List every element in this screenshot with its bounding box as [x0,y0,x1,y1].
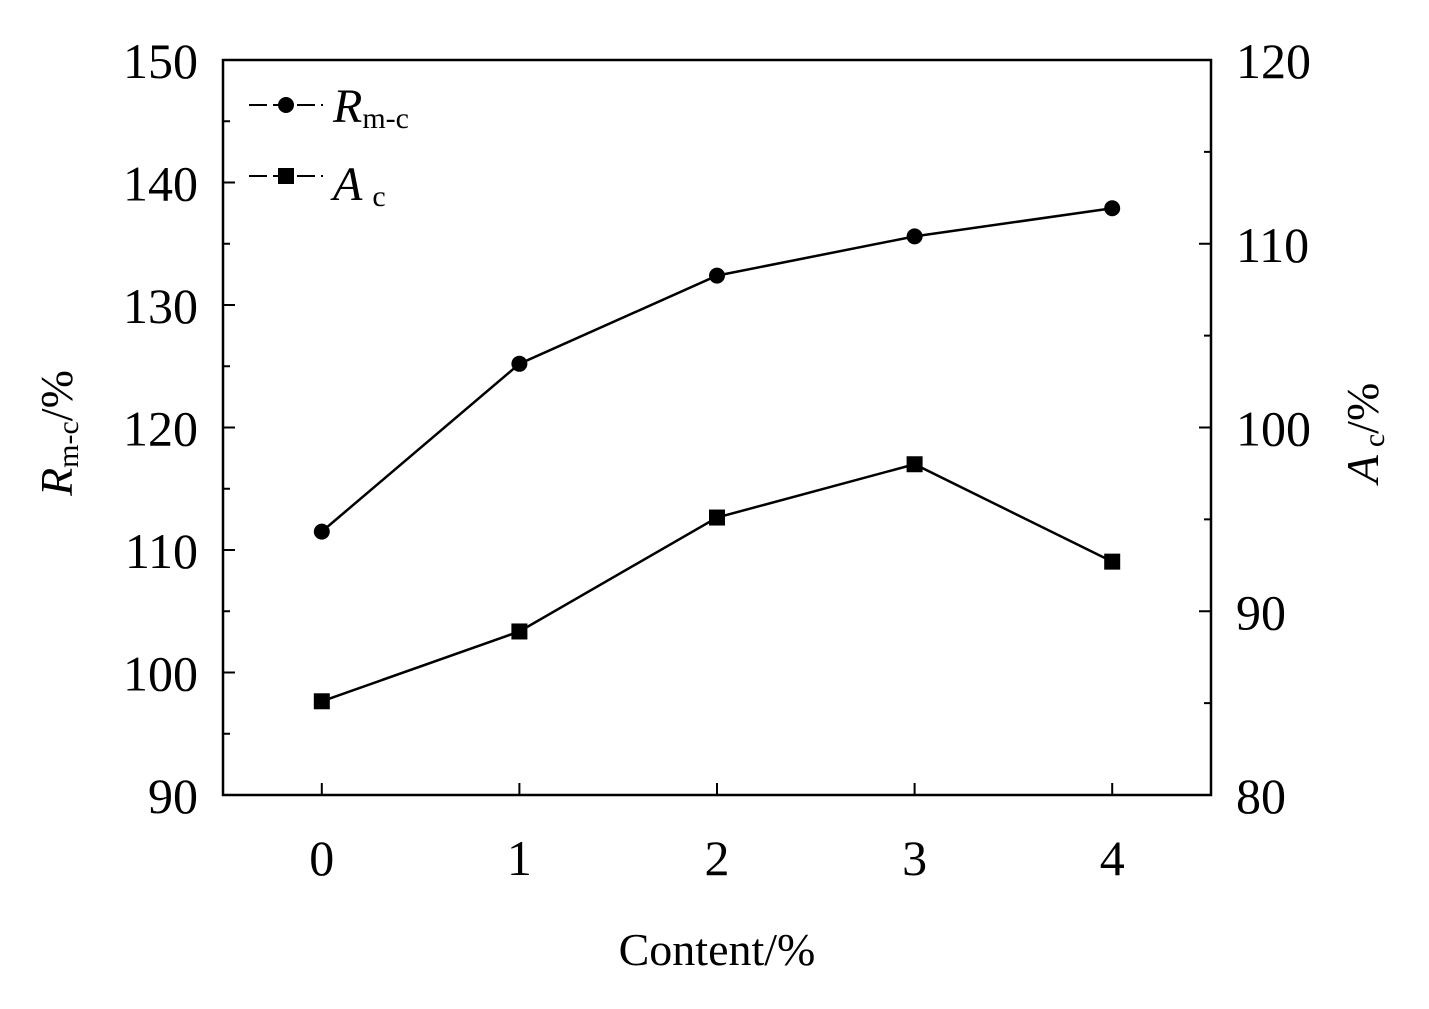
left-tick-label: 90 [148,768,198,824]
left-tick-label: 150 [123,33,198,89]
data-point-a [906,456,923,473]
x-tick-label: 2 [705,830,730,886]
right-axis-title-unit: /% [1337,383,1388,434]
legend-marker-square [278,168,294,184]
left-axis-title: Rm-c/% [31,370,85,497]
right-tick-label: 110 [1236,217,1309,273]
left-tick-label: 130 [123,278,198,334]
data-point-a [1104,553,1121,570]
x-tick-label: 3 [902,830,927,886]
legend-label-r-sub: m-c [362,102,409,135]
legend-label-r-main: R [332,80,362,133]
tick-labels: 0 1 2 3 4 90 100 110 120 130 140 150 80 90 100 110 120 [123,33,1311,886]
series-markers [313,200,1121,710]
x-tick-label: 0 [309,830,334,886]
legend-entry-r: Rm-c [249,80,409,135]
right-tick-label: 80 [1236,768,1286,824]
legend-label-r: Rm-c [332,80,409,135]
left-axis-title-unit: /% [31,370,82,421]
legend-marker-circle [278,97,294,113]
data-point-r [511,355,528,372]
legend-label-a-main: A [330,158,363,211]
left-tick-label: 100 [123,646,198,702]
x-tick-label: 4 [1100,830,1125,886]
legend-label-a-sub: c [372,180,385,213]
data-point-a [511,623,528,640]
right-axis-title: Ac/% [1337,383,1391,487]
tick-marks [223,59,1211,796]
data-point-r [1104,200,1121,217]
data-point-r [709,267,725,284]
data-point-r [313,523,330,540]
right-axis-title-main: A [1337,454,1388,486]
x-axis-title: Content/% [619,924,816,975]
left-tick-label: 140 [123,156,198,212]
x-tick-label: 1 [507,830,532,886]
data-point-a [709,509,725,526]
right-tick-label: 90 [1236,584,1286,640]
right-axis-title-sub: c [1358,434,1391,447]
series-line-r [320,206,1113,533]
data-point-r [906,228,923,245]
left-axis-title-main: R [31,468,82,497]
series-line-a [321,462,1113,703]
left-tick-label: 120 [123,401,198,457]
left-axis-title-sub: m-c [52,421,85,468]
right-tick-label: 100 [1236,401,1311,457]
left-tick-label: 110 [125,523,198,579]
data-point-a [313,693,330,710]
right-tick-label: 120 [1236,33,1311,89]
